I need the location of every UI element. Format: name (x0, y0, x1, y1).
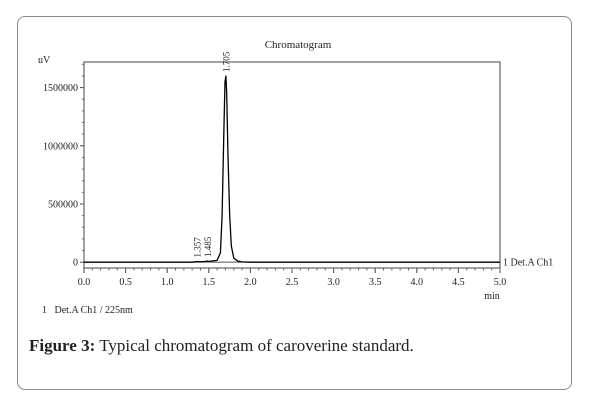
x-tick-label: 0.5 (119, 277, 132, 288)
peak-label: 1.485 (203, 236, 213, 257)
x-tick-label: 1.5 (203, 277, 216, 288)
x-tick-label: 3.0 (327, 277, 340, 288)
x-tick-label: 3.5 (369, 277, 382, 288)
y-tick-label: 0 (73, 258, 78, 269)
x-tick-label: 1.0 (161, 277, 174, 288)
x-tick-label: 2.0 (244, 277, 257, 288)
series-line (84, 75, 500, 263)
figure-caption: Figure 3: Typical chromatogram of carove… (29, 336, 559, 356)
x-tick-label: 4.0 (411, 277, 424, 288)
caption-label: Figure 3: (29, 336, 96, 355)
x-tick-label: 5.0 (494, 277, 507, 288)
peak-labels: 1.357 1.485 1.705 (192, 51, 231, 257)
x-axis-ticks: 0.0 0.5 1.0 1.5 2.0 2.5 3.0 3.5 4.0 4.5 5.0 (78, 268, 507, 288)
trace-label: 1 Det.A Ch1 (503, 258, 553, 269)
plot-area (83, 61, 501, 269)
y-axis-label: uV (38, 55, 51, 66)
x-tick-label: 4.5 (452, 277, 465, 288)
figure-frame (17, 16, 572, 390)
x-tick-label: 0.0 (78, 277, 91, 288)
y-axis-ticks: 0 500000 1000000 1500000 (43, 63, 84, 269)
y-tick-label: 500000 (48, 199, 78, 210)
series-group (84, 75, 500, 263)
peak-label: 1.357 (192, 237, 202, 258)
detector-legend: 1 Det.A Ch1 / 225nm (42, 305, 133, 316)
y-tick-label: 1000000 (43, 141, 78, 152)
chart-title: Chromatogram (265, 39, 332, 51)
y-tick-label: 1500000 (43, 83, 78, 94)
peak-label: 1.705 (221, 51, 231, 72)
caption-text: Typical chromatogram of caroverine stand… (95, 336, 414, 355)
x-tick-label: 2.5 (286, 277, 299, 288)
x-axis-label: min (484, 291, 500, 302)
